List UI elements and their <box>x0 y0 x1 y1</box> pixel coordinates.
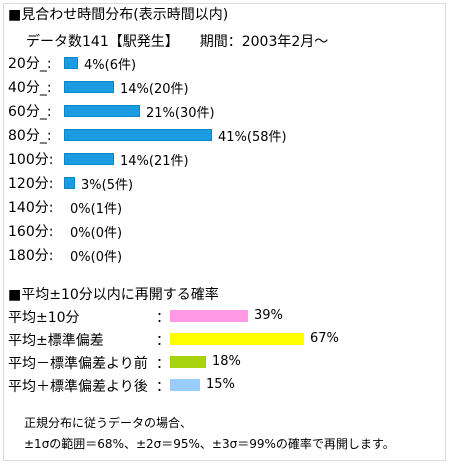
distribution-value-label: 4%(6件) <box>84 58 137 73</box>
probability-value-label: 67% <box>310 331 339 346</box>
distribution-row-label: 80分_: <box>8 128 52 144</box>
probability-bar <box>170 333 304 345</box>
probability-value-label: 18% <box>212 354 241 369</box>
probability-value-label: 39% <box>254 308 283 323</box>
distribution-value-label: 0%(0件) <box>70 250 123 265</box>
probability-bar <box>170 356 206 368</box>
distribution-row-label: 60分_: <box>8 104 52 120</box>
distribution-row-label: 40分_: <box>8 80 52 96</box>
distribution-bar <box>64 105 140 117</box>
distribution-value-label: 14%(20件) <box>120 82 189 97</box>
probability-row-label: 平均－標準偏差より前 <box>8 356 148 372</box>
probability-row-colon: ： <box>156 356 170 372</box>
distribution-row-label: 160分: <box>8 224 54 240</box>
probability-row-colon: ： <box>156 379 170 395</box>
distribution-row-label: 180分: <box>8 248 54 264</box>
distribution-row-label: 100分: <box>8 152 54 168</box>
distribution-row-label: 140分: <box>8 200 54 216</box>
distribution-title: ■見合わせ時間分布(表示時間以内) <box>8 7 229 23</box>
distribution-bar <box>64 129 212 141</box>
distribution-bar <box>64 57 78 69</box>
distribution-row-label: 20分_: <box>8 56 52 72</box>
distribution-value-label: 0%(0件) <box>70 226 123 241</box>
footnote-line-1: 正規分布に従うデータの場合、 <box>24 416 193 430</box>
probability-row-label: 平均±10分 <box>8 310 80 326</box>
panel-frame <box>3 3 446 461</box>
probability-row-label: 平均±標準偏差 <box>8 333 104 349</box>
probability-bar <box>170 310 248 322</box>
distribution-subtitle: データ数141【駅発生】 期間：2003年2月～ <box>26 34 329 50</box>
distribution-value-label: 41%(58件) <box>218 130 287 145</box>
probability-bar <box>170 379 200 391</box>
distribution-value-label: 0%(1件) <box>70 202 123 217</box>
distribution-bar <box>64 153 114 165</box>
probability-row-label: 平均＋標準偏差より後 <box>8 379 148 395</box>
probability-title: ■平均±10分以内に再開する確率 <box>8 287 219 303</box>
probability-row-colon: ： <box>156 333 170 349</box>
probability-value-label: 15% <box>206 377 235 392</box>
footnote-line-2: ±1σの範囲＝68%、±2σ＝95%、±3σ＝99%の確率で再開します。 <box>24 437 395 451</box>
probability-row-colon: ： <box>156 310 170 326</box>
distribution-bar <box>64 81 114 93</box>
distribution-bar <box>64 177 75 189</box>
distribution-value-label: 3%(5件) <box>81 178 134 193</box>
distribution-value-label: 21%(30件) <box>146 106 215 121</box>
distribution-value-label: 14%(21件) <box>120 154 189 169</box>
distribution-row-label: 120分: <box>8 176 54 192</box>
